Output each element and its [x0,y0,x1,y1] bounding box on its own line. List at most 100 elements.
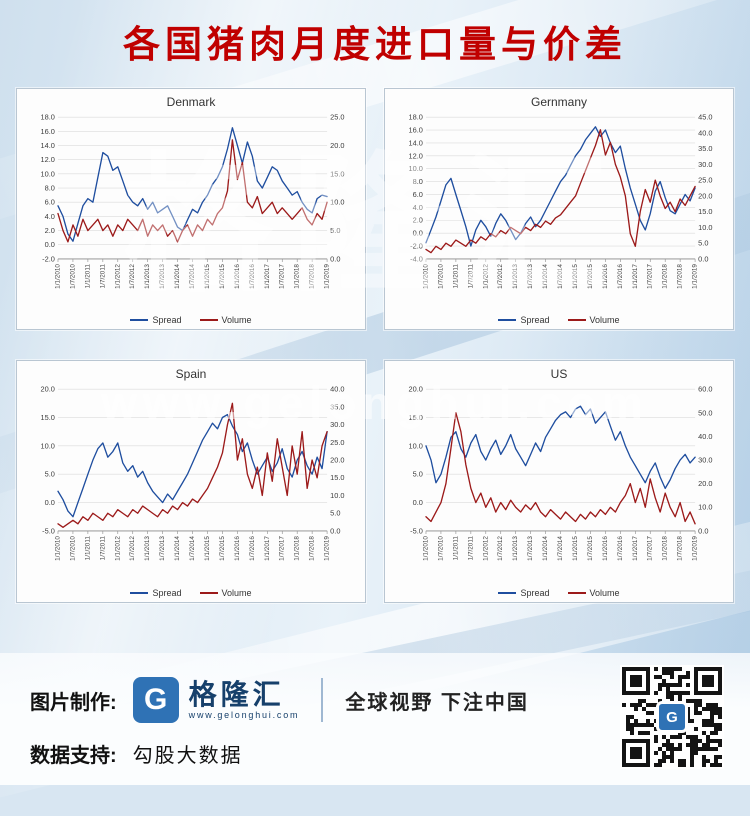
chart-plot: -4.0 -2.0 0.0 2.0 4.0 6.0 8.0 10.0 12.0 14.0 16.0 1… [409,113,713,289]
svg-text:1/7/2017: 1/7/2017 [647,264,654,289]
svg-text:0.0: 0.0 [698,254,708,263]
svg-text:15.0: 15.0 [41,413,55,422]
svg-text:1/1/2011: 1/1/2011 [452,264,459,289]
chart-plot: -5.0 0.0 5.0 10.0 15.0 20.0 0.0 5.0 10.0 15.0 20.0… [41,385,345,561]
svg-text:40.0: 40.0 [330,385,344,394]
svg-text:1/7/2014: 1/7/2014 [557,264,564,289]
chart-panel-us: US -5.0 0.0 5.0 10.0 15.0 20.0 0.0 10.0 20.0 30.0… [384,360,734,603]
svg-text:50.0: 50.0 [698,409,712,418]
svg-text:1/7/2014: 1/7/2014 [189,536,196,561]
svg-text:25.0: 25.0 [698,176,712,185]
svg-text:1/7/2018: 1/7/2018 [677,264,684,289]
svg-text:1/1/2017: 1/1/2017 [264,264,271,289]
svg-text:0.0: 0.0 [45,240,55,249]
svg-text:1/1/2011: 1/1/2011 [452,536,459,561]
svg-text:1/1/2016: 1/1/2016 [602,264,609,289]
svg-text:1/1/2016: 1/1/2016 [602,536,609,561]
legend-label-spread: Spread [520,587,550,598]
brand-url: www.gelonghui.com [188,709,300,720]
svg-text:15.0: 15.0 [698,207,712,216]
svg-text:1/7/2014: 1/7/2014 [557,536,564,561]
svg-text:-2.0: -2.0 [42,254,55,263]
legend-label-spread: Spread [152,315,182,326]
chart-panel-denmark: Denmark -2.0 0.0 2.0 4.0 6.0 8.0 10.0 12.0 14.0 1… [16,88,366,331]
svg-text:20.0: 20.0 [41,385,55,394]
legend-line-volume [199,319,218,322]
svg-text:1/7/2017: 1/7/2017 [279,536,286,561]
svg-text:1/7/2011: 1/7/2011 [99,264,106,289]
svg-text:1/1/2018: 1/1/2018 [662,536,669,561]
svg-text:1/7/2017: 1/7/2017 [647,536,654,561]
svg-text:10.0: 10.0 [409,164,423,173]
legend-label-spread: Spread [152,587,182,598]
svg-text:4.0: 4.0 [45,212,55,221]
svg-text:30.0: 30.0 [698,456,712,465]
svg-text:-5.0: -5.0 [42,527,55,536]
svg-text:1/1/2016: 1/1/2016 [234,536,241,561]
slogan: 全球视野 下注中国 [345,691,529,714]
legend-line-spread [498,319,517,322]
svg-text:8.0: 8.0 [413,177,423,186]
chart-title: Gernmany [530,95,588,109]
svg-text:1/1/2018: 1/1/2018 [294,264,301,289]
qr-center-logo: G [656,701,688,733]
svg-text:1/1/2014: 1/1/2014 [542,536,549,561]
svg-text:40.0: 40.0 [698,128,712,137]
svg-text:10.0: 10.0 [41,442,55,451]
svg-text:1/1/2011: 1/1/2011 [84,536,91,561]
svg-text:35.0: 35.0 [330,403,344,412]
svg-text:40.0: 40.0 [698,432,712,441]
svg-text:10.0: 10.0 [330,198,344,207]
svg-text:1/7/2012: 1/7/2012 [497,536,504,561]
svg-text:1/1/2013: 1/1/2013 [144,536,151,561]
svg-text:1/7/2015: 1/7/2015 [219,536,226,561]
chart-legend: Spread Volume [389,314,729,328]
svg-text:14.0: 14.0 [41,141,55,150]
svg-text:1/7/2012: 1/7/2012 [129,536,136,561]
svg-text:1/7/2016: 1/7/2016 [249,536,256,561]
svg-text:16.0: 16.0 [41,127,55,136]
svg-text:25.0: 25.0 [330,113,344,122]
svg-text:1/1/2010: 1/1/2010 [54,264,61,289]
svg-text:1/1/2012: 1/1/2012 [114,536,121,561]
svg-text:1/7/2010: 1/7/2010 [437,536,444,561]
svg-text:10.0: 10.0 [409,442,423,451]
chart-plot: -2.0 0.0 2.0 4.0 6.0 8.0 10.0 12.0 14.0 16.0 18.0 0… [41,113,345,289]
svg-text:1/7/2013: 1/7/2013 [159,264,166,289]
svg-text:0.0: 0.0 [45,498,55,507]
svg-text:5.0: 5.0 [330,509,340,518]
svg-text:5.0: 5.0 [45,470,55,479]
svg-text:12.0: 12.0 [41,155,55,164]
svg-text:1/7/2011: 1/7/2011 [99,536,106,561]
chart-title: Spain [175,367,207,382]
chart-title: Denmark [166,95,216,109]
svg-text:1/1/2011: 1/1/2011 [84,264,91,289]
svg-text:1/7/2010: 1/7/2010 [437,264,444,289]
svg-text:16.0: 16.0 [409,126,423,135]
chart-panel-germany: Gernmany -4.0 -2.0 0.0 2.0 4.0 6.0 8.0 10.0 12.0… [384,88,734,331]
svg-text:0.0: 0.0 [413,498,423,507]
svg-text:0.0: 0.0 [698,527,708,536]
svg-text:-4.0: -4.0 [410,254,423,263]
svg-text:5.0: 5.0 [330,226,340,235]
svg-text:1/1/2013: 1/1/2013 [512,264,519,289]
legend-label-volume: Volume [589,315,620,326]
svg-text:5.0: 5.0 [413,470,423,479]
svg-text:1/7/2013: 1/7/2013 [527,264,534,289]
svg-text:1/1/2010: 1/1/2010 [422,264,429,289]
svg-text:1/1/2015: 1/1/2015 [204,536,211,561]
svg-text:1/1/2017: 1/1/2017 [632,536,639,561]
svg-text:6.0: 6.0 [413,190,423,199]
vertical-divider [321,678,324,722]
svg-text:1/7/2016: 1/7/2016 [249,264,256,289]
svg-text:30.0: 30.0 [698,160,712,169]
svg-text:1/7/2012: 1/7/2012 [129,264,136,289]
svg-text:1/1/2010: 1/1/2010 [54,536,61,561]
svg-text:1/7/2018: 1/7/2018 [677,536,684,561]
svg-text:20.0: 20.0 [409,385,423,394]
svg-text:1/1/2019: 1/1/2019 [692,264,699,289]
svg-text:-5.0: -5.0 [410,527,423,536]
svg-text:1/7/2016: 1/7/2016 [617,264,624,289]
svg-text:18.0: 18.0 [41,113,55,122]
chart-legend: Spread Volume [21,314,361,328]
